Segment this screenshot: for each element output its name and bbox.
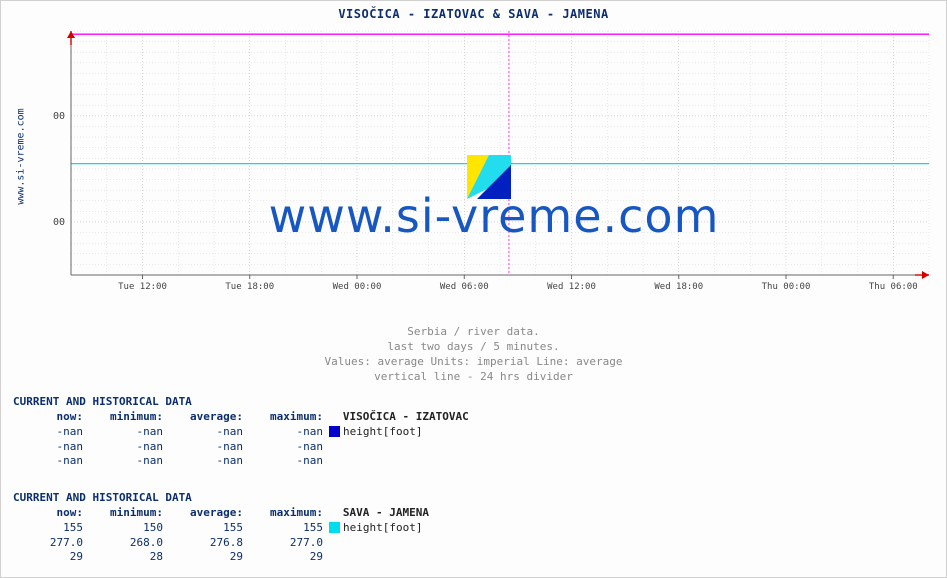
table-cell: 29 (163, 550, 243, 565)
table-cell: -nan (243, 454, 323, 469)
table-cell: 155 (13, 521, 83, 536)
table-cell: -nan (243, 440, 323, 455)
table-cell: -nan (83, 440, 163, 455)
svg-text:Wed 18:00: Wed 18:00 (654, 282, 703, 292)
table-cell: 268.0 (83, 536, 163, 551)
table-col-header: average: (163, 506, 243, 521)
table-title: CURRENT AND HISTORICAL DATA (13, 395, 469, 410)
data-table: CURRENT AND HISTORICAL DATAnow:minimum:a… (13, 491, 429, 565)
caption-line: vertical line - 24 hrs divider (1, 370, 946, 385)
svg-text:Tue 12:00: Tue 12:00 (118, 282, 167, 292)
table-cell: -nan (83, 425, 163, 440)
table-cell: -nan (13, 440, 83, 455)
chart-svg: 100 200 Tue 12:00 Tue 18:00 Wed 00:00 Wed 06:… (53, 25, 935, 301)
table-col-header: now: (13, 410, 83, 425)
table-cell: 29 (243, 550, 323, 565)
table-cell: -nan (163, 425, 243, 440)
table-row: 155150155155height[foot] (13, 521, 429, 536)
table-cell: 150 (83, 521, 163, 536)
table-cell: 155 (163, 521, 243, 536)
svg-text:Thu 00:00: Thu 00:00 (762, 282, 811, 292)
chart-area: 100 200 Tue 12:00 Tue 18:00 Wed 00:00 Wed 06:… (53, 25, 935, 301)
table-cell: -nan (83, 454, 163, 469)
table-col-header: maximum: (243, 506, 323, 521)
series-label: VISOČICA - IZATOVAC (323, 410, 469, 425)
legend-swatch (329, 426, 340, 437)
table-cell: -nan (13, 454, 83, 469)
metric-label: height[foot] (343, 521, 422, 536)
table-cell: 28 (83, 550, 163, 565)
svg-text:Wed 00:00: Wed 00:00 (333, 282, 382, 292)
table-col-header: minimum: (83, 506, 163, 521)
svg-text:200: 200 (53, 111, 65, 122)
table-row: -nan-nan-nan-nan (13, 454, 469, 469)
table-cell: 277.0 (243, 536, 323, 551)
table-header-row: now:minimum:average:maximum: VISOČICA - … (13, 410, 469, 425)
svg-text:100: 100 (53, 217, 65, 228)
caption-line: Serbia / river data. (1, 325, 946, 340)
chart-title: VISOČICA - IZATOVAC & SAVA - JAMENA (1, 7, 946, 21)
svg-text:Tue 18:00: Tue 18:00 (225, 282, 274, 292)
table-cell: 276.8 (163, 536, 243, 551)
table-cell: -nan (243, 425, 323, 440)
table-cell: 155 (243, 521, 323, 536)
caption-line: Values: average Units: imperial Line: av… (1, 355, 946, 370)
table-title: CURRENT AND HISTORICAL DATA (13, 491, 429, 506)
table-col-header: maximum: (243, 410, 323, 425)
table-col-header: minimum: (83, 410, 163, 425)
table-cell: -nan (13, 425, 83, 440)
table-cell: -nan (163, 440, 243, 455)
metric-label: height[foot] (343, 425, 422, 440)
svg-text:Thu 06:00: Thu 06:00 (869, 282, 918, 292)
series-label: SAVA - JAMENA (323, 506, 429, 521)
table-row: 29282929 (13, 550, 429, 565)
y-axis-watermark: www.si-vreme.com (16, 97, 27, 217)
caption-line: last two days / 5 minutes. (1, 340, 946, 355)
table-col-header: average: (163, 410, 243, 425)
svg-text:Wed 06:00: Wed 06:00 (440, 282, 489, 292)
table-row: 277.0268.0276.8277.0 (13, 536, 429, 551)
table-cell: 29 (13, 550, 83, 565)
table-row: -nan-nan-nan-nanheight[foot] (13, 425, 469, 440)
chart-caption: Serbia / river data. last two days / 5 m… (1, 325, 946, 384)
svg-text:Wed 12:00: Wed 12:00 (547, 282, 596, 292)
table-row: -nan-nan-nan-nan (13, 440, 469, 455)
data-table: CURRENT AND HISTORICAL DATAnow:minimum:a… (13, 395, 469, 469)
table-header-row: now:minimum:average:maximum: SAVA - JAME… (13, 506, 429, 521)
table-col-header: now: (13, 506, 83, 521)
table-cell: 277.0 (13, 536, 83, 551)
table-cell: -nan (163, 454, 243, 469)
legend-swatch (329, 522, 340, 533)
